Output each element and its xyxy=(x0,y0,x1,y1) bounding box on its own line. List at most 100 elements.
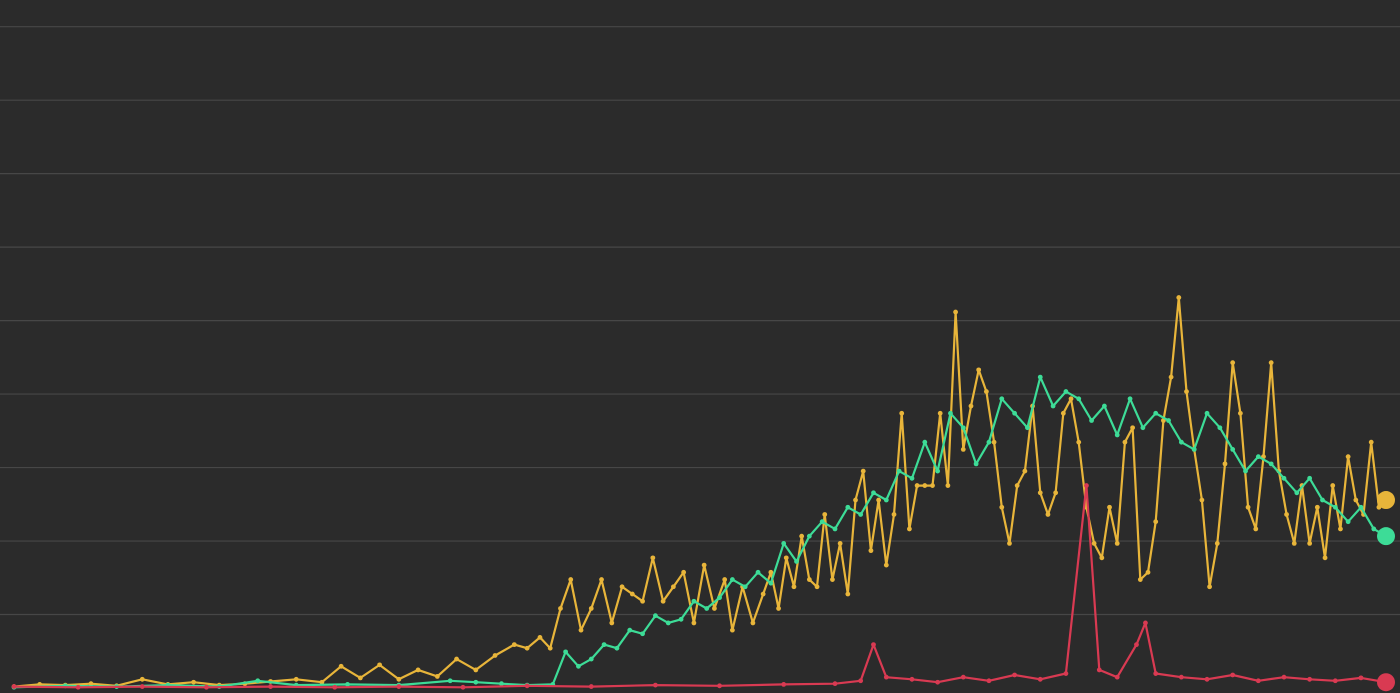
data-point[interactable] xyxy=(1230,672,1236,678)
data-point[interactable] xyxy=(255,678,261,684)
data-point[interactable] xyxy=(1037,676,1043,682)
data-point[interactable] xyxy=(973,461,979,467)
data-point[interactable] xyxy=(678,616,684,622)
data-point[interactable] xyxy=(1107,504,1112,510)
data-point[interactable] xyxy=(576,663,581,669)
data-point[interactable] xyxy=(1143,620,1148,626)
data-point[interactable] xyxy=(1353,497,1359,503)
data-point[interactable] xyxy=(799,533,805,539)
data-point[interactable] xyxy=(1168,374,1174,380)
data-point[interactable] xyxy=(899,410,905,416)
data-point[interactable] xyxy=(1291,541,1297,546)
data-point[interactable] xyxy=(660,598,666,604)
data-point[interactable] xyxy=(883,497,889,503)
data-point[interactable] xyxy=(1101,403,1107,409)
data-point[interactable] xyxy=(1012,672,1017,678)
data-point[interactable] xyxy=(999,396,1005,402)
data-point[interactable] xyxy=(609,620,615,626)
data-point[interactable] xyxy=(511,642,517,648)
data-point[interactable] xyxy=(1184,389,1189,394)
data-point[interactable] xyxy=(629,591,635,597)
data-point[interactable] xyxy=(1114,432,1120,438)
series-endpoint-marker[interactable] xyxy=(1377,527,1395,546)
data-point[interactable] xyxy=(460,684,466,690)
data-point[interactable] xyxy=(332,684,338,690)
data-point[interactable] xyxy=(268,684,273,689)
data-point[interactable] xyxy=(960,674,966,680)
data-point[interactable] xyxy=(986,678,992,684)
data-point[interactable] xyxy=(1166,418,1171,423)
data-point[interactable] xyxy=(1191,447,1197,452)
data-point[interactable] xyxy=(1096,667,1102,673)
data-point[interactable] xyxy=(1022,468,1028,474)
data-point[interactable] xyxy=(729,627,735,633)
data-point[interactable] xyxy=(806,577,812,582)
data-point[interactable] xyxy=(717,595,722,601)
data-point[interactable] xyxy=(653,613,658,619)
data-point[interactable] xyxy=(781,681,787,687)
data-point[interactable] xyxy=(722,577,728,582)
data-point[interactable] xyxy=(1237,410,1243,416)
data-point[interactable] xyxy=(1037,374,1043,380)
data-point[interactable] xyxy=(1091,541,1097,546)
data-point[interactable] xyxy=(871,642,876,648)
data-point[interactable] xyxy=(1045,512,1051,517)
data-point[interactable] xyxy=(1137,577,1143,582)
data-point[interactable] xyxy=(1176,295,1182,300)
data-point[interactable] xyxy=(601,642,607,648)
data-point[interactable] xyxy=(640,631,645,637)
data-point[interactable] xyxy=(357,675,363,681)
data-point[interactable] xyxy=(1253,526,1259,532)
data-point[interactable] xyxy=(922,439,928,445)
data-point[interactable] xyxy=(396,676,402,682)
data-point[interactable] xyxy=(75,684,81,690)
data-point[interactable] xyxy=(832,681,838,687)
data-point[interactable] xyxy=(1314,504,1320,510)
data-point[interactable] xyxy=(88,681,94,687)
data-point[interactable] xyxy=(1358,675,1364,681)
data-point[interactable] xyxy=(1007,541,1012,546)
data-point[interactable] xyxy=(909,676,915,682)
data-point[interactable] xyxy=(1281,475,1287,481)
data-point[interactable] xyxy=(1204,676,1210,682)
data-point[interactable] xyxy=(991,439,997,445)
data-point[interactable] xyxy=(396,684,402,689)
data-point[interactable] xyxy=(858,512,864,517)
data-point[interactable] xyxy=(768,569,774,575)
data-point[interactable] xyxy=(377,662,383,668)
data-point[interactable] xyxy=(1178,439,1184,445)
data-point[interactable] xyxy=(896,468,902,474)
data-point[interactable] xyxy=(1332,504,1338,510)
data-point[interactable] xyxy=(1153,519,1159,525)
data-point[interactable] xyxy=(1130,425,1136,431)
data-point[interactable] xyxy=(691,598,697,604)
data-point[interactable] xyxy=(983,389,989,394)
data-point[interactable] xyxy=(11,684,17,689)
data-point[interactable] xyxy=(712,606,717,611)
data-point[interactable] xyxy=(640,598,645,604)
data-point[interactable] xyxy=(822,512,828,517)
data-point[interactable] xyxy=(883,674,889,680)
data-point[interactable] xyxy=(717,683,722,689)
data-point[interactable] xyxy=(1114,541,1120,546)
data-point[interactable] xyxy=(891,512,897,517)
data-point[interactable] xyxy=(1268,461,1274,467)
data-point[interactable] xyxy=(558,606,563,611)
data-point[interactable] xyxy=(139,684,145,689)
data-point[interactable] xyxy=(1207,584,1212,590)
data-point[interactable] xyxy=(191,679,196,685)
data-point[interactable] xyxy=(914,483,920,488)
data-point[interactable] xyxy=(860,468,866,474)
data-point[interactable] xyxy=(1025,425,1030,431)
data-point[interactable] xyxy=(447,678,453,684)
data-point[interactable] xyxy=(845,591,851,597)
data-point[interactable] xyxy=(1307,475,1313,481)
data-point[interactable] xyxy=(1217,425,1223,431)
data-point[interactable] xyxy=(588,606,594,611)
data-point[interactable] xyxy=(876,497,882,503)
series-endpoint-marker[interactable] xyxy=(1377,491,1395,510)
data-point[interactable] xyxy=(1358,504,1364,510)
data-point[interactable] xyxy=(760,591,766,597)
data-point[interactable] xyxy=(345,681,350,687)
data-point[interactable] xyxy=(434,674,440,679)
